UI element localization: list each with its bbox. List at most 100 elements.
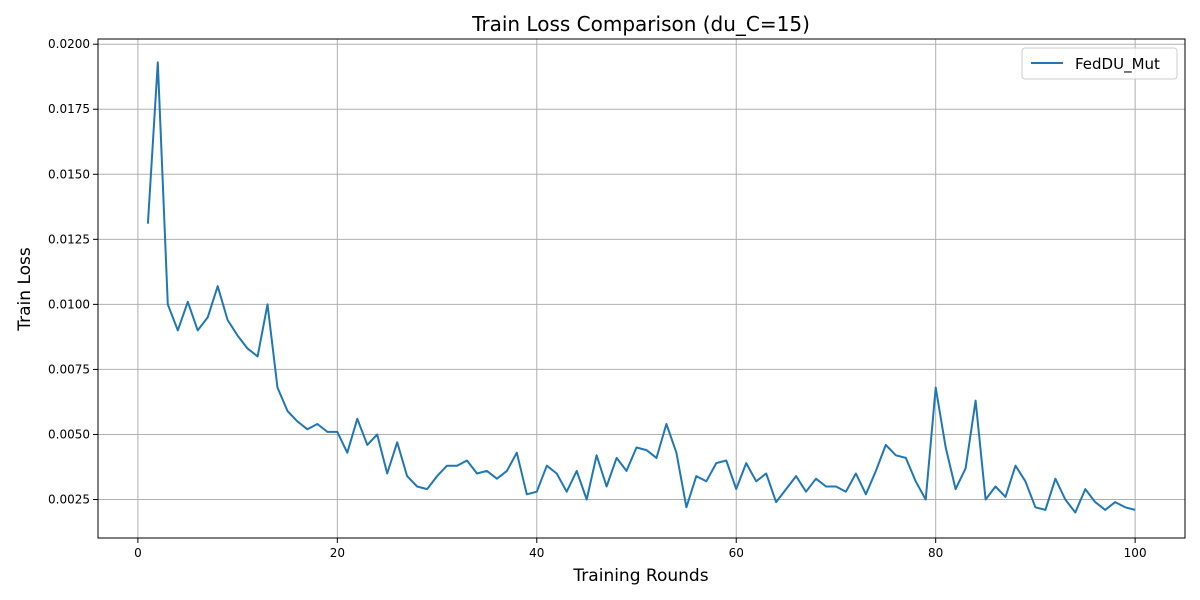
data-point xyxy=(575,469,578,472)
data-point xyxy=(695,475,698,478)
data-point xyxy=(635,446,638,449)
data-point xyxy=(416,485,419,488)
data-point xyxy=(166,303,169,306)
y-tick-label: 0.0100 xyxy=(48,297,90,311)
data-point xyxy=(156,61,159,64)
data-point xyxy=(615,456,618,459)
data-point xyxy=(645,449,648,452)
chart-title: Train Loss Comparison (du_C=15) xyxy=(471,12,810,36)
data-point xyxy=(1004,495,1007,498)
data-point xyxy=(625,469,628,472)
data-point xyxy=(236,334,239,337)
data-point xyxy=(924,498,927,501)
data-point xyxy=(466,459,469,462)
data-point xyxy=(216,285,219,288)
data-point xyxy=(585,498,588,501)
y-tick-label: 0.0075 xyxy=(48,362,90,376)
data-point xyxy=(944,446,947,449)
data-point xyxy=(495,477,498,480)
data-point xyxy=(306,428,309,431)
data-point xyxy=(446,464,449,467)
data-point xyxy=(815,477,818,480)
data-point xyxy=(1024,480,1027,483)
data-point xyxy=(276,386,279,389)
data-point xyxy=(545,464,548,467)
data-point xyxy=(1014,464,1017,467)
data-point xyxy=(755,480,758,483)
x-tick-label: 20 xyxy=(330,546,345,560)
data-point xyxy=(665,423,668,426)
data-point xyxy=(735,488,738,491)
data-point xyxy=(595,454,598,457)
data-point xyxy=(346,451,349,454)
data-point xyxy=(994,485,997,488)
data-point xyxy=(296,420,299,423)
data-point xyxy=(525,493,528,496)
x-axis-label: Training Rounds xyxy=(572,566,708,586)
x-tick-label: 100 xyxy=(1124,546,1147,560)
data-point xyxy=(1114,501,1117,504)
data-point xyxy=(1104,508,1107,511)
data-point xyxy=(565,490,568,493)
data-point xyxy=(914,480,917,483)
data-point xyxy=(1084,488,1087,491)
y-axis-label: Train Loss xyxy=(15,247,35,332)
data-point xyxy=(186,300,189,303)
data-point xyxy=(1044,508,1047,511)
y-tick-label: 0.0175 xyxy=(48,102,90,116)
data-point xyxy=(825,485,828,488)
data-point xyxy=(725,459,728,462)
plot-frame xyxy=(97,38,1186,539)
data-point xyxy=(436,475,439,478)
data-point xyxy=(745,462,748,465)
data-point xyxy=(356,417,359,420)
data-point xyxy=(396,441,399,444)
data-point xyxy=(146,222,149,225)
data-point xyxy=(386,472,389,475)
x-tick-label: 60 xyxy=(729,546,744,560)
legend: FedDU_Mut xyxy=(1021,47,1178,80)
data-point xyxy=(505,469,508,472)
data-point xyxy=(874,469,877,472)
data-point xyxy=(795,475,798,478)
y-tick-label: 0.0125 xyxy=(48,232,90,246)
data-point xyxy=(805,490,808,493)
data-point xyxy=(894,454,897,457)
data-point xyxy=(1054,477,1057,480)
data-point xyxy=(456,464,459,467)
data-point xyxy=(984,498,987,501)
data-point xyxy=(675,451,678,454)
data-point xyxy=(934,386,937,389)
plot-area xyxy=(146,61,1136,514)
data-point xyxy=(226,319,229,322)
data-point xyxy=(1074,511,1077,514)
data-point xyxy=(196,329,199,332)
data-point xyxy=(1064,498,1067,501)
data-point xyxy=(715,462,718,465)
grid-lines xyxy=(98,39,1185,538)
y-axis: 0.0025 0.0050 0.0075 0.0100 0.0125 0.0150 0.01… xyxy=(48,37,98,506)
data-point xyxy=(426,488,429,491)
data-point xyxy=(336,430,339,433)
series-line-feddu-mut xyxy=(146,61,1136,514)
data-point xyxy=(705,480,708,483)
data-point xyxy=(1094,501,1097,504)
x-tick-label: 80 xyxy=(928,546,943,560)
data-point xyxy=(954,488,957,491)
data-point xyxy=(256,355,259,358)
data-point xyxy=(685,506,688,509)
data-point xyxy=(485,469,488,472)
data-point xyxy=(555,472,558,475)
data-point xyxy=(316,423,319,426)
data-point xyxy=(884,443,887,446)
data-point xyxy=(1124,506,1127,509)
data-point xyxy=(864,493,867,496)
data-point xyxy=(655,456,658,459)
data-point xyxy=(854,472,857,475)
data-point xyxy=(266,303,269,306)
data-point xyxy=(775,501,778,504)
data-point xyxy=(286,410,289,413)
y-tick-label: 0.0050 xyxy=(48,427,90,441)
